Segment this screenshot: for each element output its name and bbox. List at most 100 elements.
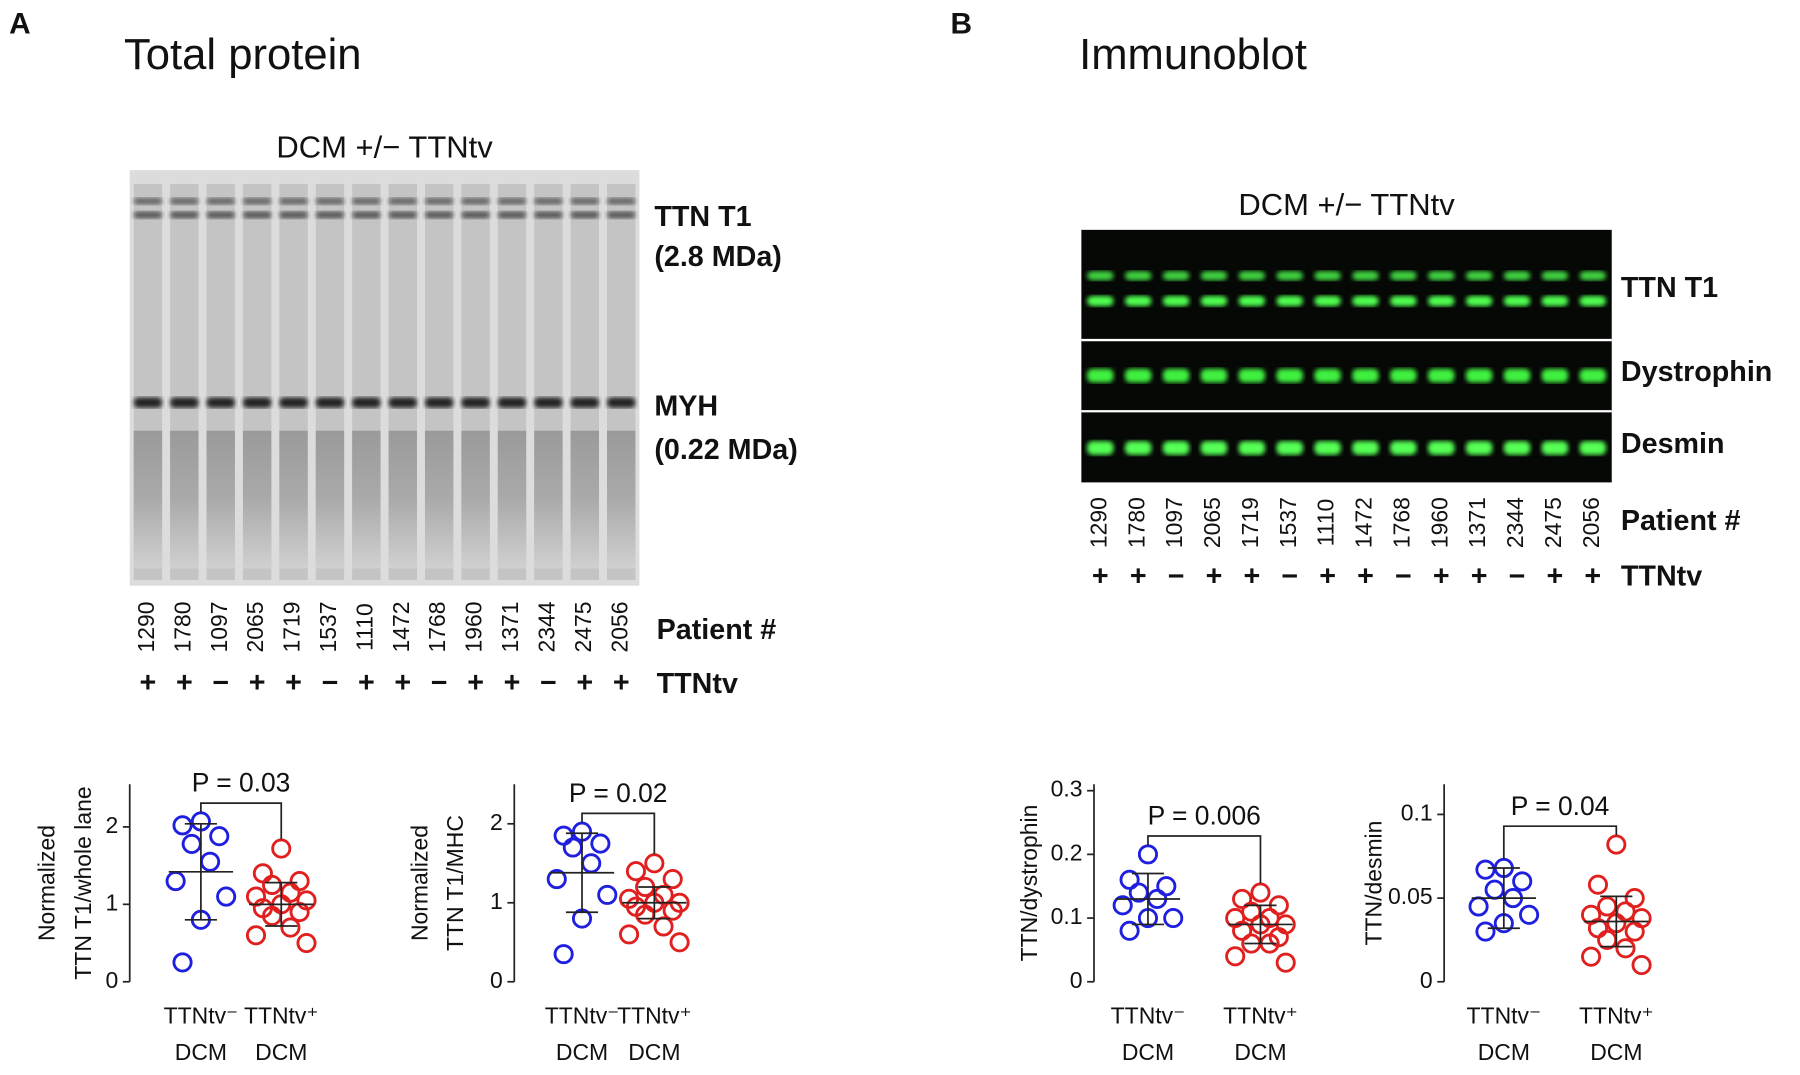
blot-band <box>1314 441 1341 455</box>
ttntv-sign: + <box>249 667 266 699</box>
blot-band <box>1428 271 1455 281</box>
y-tick-label: 0.1 <box>1051 903 1083 929</box>
smear <box>279 430 308 569</box>
band <box>607 397 636 408</box>
ttntv-sign: + <box>1433 560 1450 592</box>
blot-band <box>1200 295 1228 307</box>
data-point <box>653 916 674 937</box>
blot-band <box>1541 295 1569 307</box>
smear <box>424 430 454 569</box>
band <box>388 397 417 408</box>
data-point <box>245 925 267 946</box>
blot-band <box>1124 295 1152 307</box>
panel-title: Immunoblot <box>1079 31 1307 79</box>
ttntv-sign: + <box>1130 560 1147 592</box>
ttntv-sign: + <box>1092 560 1109 592</box>
data-point <box>1484 879 1505 900</box>
blot-band <box>1352 271 1379 281</box>
data-point <box>1615 938 1636 959</box>
blot-band <box>1541 441 1569 455</box>
band <box>279 211 308 219</box>
patient-number: 2056 <box>1578 497 1604 548</box>
ttntv-sign: + <box>467 667 484 699</box>
band <box>424 197 454 205</box>
blot-band <box>1238 368 1266 383</box>
data-point <box>1475 921 1496 942</box>
data-point <box>280 917 301 938</box>
patient-number: 1960 <box>461 602 487 653</box>
blot-band <box>1428 441 1455 455</box>
band <box>279 397 308 408</box>
blot-band <box>1428 368 1455 383</box>
significance-bracket <box>581 812 656 855</box>
band <box>279 197 308 205</box>
y-tick-label: 0 <box>105 967 118 993</box>
data-point <box>289 871 310 892</box>
ttntv-sign: + <box>140 667 157 699</box>
band <box>461 211 490 219</box>
data-point <box>271 838 292 859</box>
p-value: P = 0.03 <box>192 768 291 798</box>
blot-band <box>1162 295 1190 307</box>
band <box>315 397 345 408</box>
gel <box>129 170 640 586</box>
ttntv-sign: + <box>576 667 593 699</box>
x-tick-label: TTNtv⁺ <box>1579 1002 1654 1028</box>
band <box>133 211 163 219</box>
data-point <box>216 886 237 907</box>
data-point <box>562 837 583 858</box>
y-axis-label: TTN T1/whole lane <box>70 786 96 979</box>
smear <box>570 430 600 569</box>
blot-band <box>1352 441 1379 455</box>
significance-bracket <box>1502 825 1618 859</box>
band <box>497 197 527 205</box>
blot-band <box>1124 441 1152 455</box>
patient-number: 1537 <box>1275 497 1301 548</box>
ttntv-sign: − <box>431 667 448 699</box>
data-point <box>1232 888 1253 910</box>
band <box>424 211 454 219</box>
data-point <box>619 924 640 945</box>
y-tick-label: 0.1 <box>1401 799 1433 825</box>
blot <box>1081 229 1612 483</box>
x-tick-label: TTNtv⁺ <box>617 1002 692 1028</box>
ttntv-sign: − <box>322 667 339 699</box>
patient-number: 2344 <box>1502 497 1528 548</box>
blot-band <box>1087 368 1114 383</box>
patient-number: 1780 <box>169 602 195 653</box>
ttntv-sign: + <box>613 667 630 699</box>
significance-bracket <box>200 802 283 840</box>
data-point <box>172 815 193 836</box>
band-label: Dystrophin <box>1621 356 1772 388</box>
y-tick-label: 0 <box>490 967 503 993</box>
data-point <box>1606 834 1627 855</box>
patient-number: 2475 <box>570 602 596 653</box>
ttntv-sign: + <box>1319 560 1336 592</box>
ttntv-sign: − <box>1395 560 1412 592</box>
ttntv-sign: + <box>394 667 411 699</box>
band-label: TTN T1 <box>654 201 751 233</box>
blot-band <box>1579 295 1607 307</box>
x-tick-label: DCM <box>1234 1039 1286 1065</box>
patient-number: 1110 <box>351 603 377 651</box>
band <box>242 197 272 205</box>
y-tick-label: 1 <box>105 889 118 915</box>
blot-band <box>1314 368 1341 383</box>
data-point <box>546 869 567 890</box>
y-tick-label: 0 <box>1070 967 1083 993</box>
band <box>497 211 527 219</box>
blot-band <box>1087 271 1114 281</box>
band <box>133 197 163 205</box>
blot-band <box>1238 295 1266 307</box>
blot-band <box>1162 441 1190 455</box>
data-point <box>553 825 574 846</box>
ttntv-sign: − <box>1281 560 1298 592</box>
data-point <box>1519 904 1540 925</box>
patient-number: 1097 <box>1161 497 1187 548</box>
gel-lanes <box>133 183 636 580</box>
x-tick-label: DCM <box>1478 1039 1530 1065</box>
blot-band <box>1541 271 1569 281</box>
blot-band <box>1352 368 1379 383</box>
band <box>170 211 199 219</box>
data-point <box>581 853 602 874</box>
